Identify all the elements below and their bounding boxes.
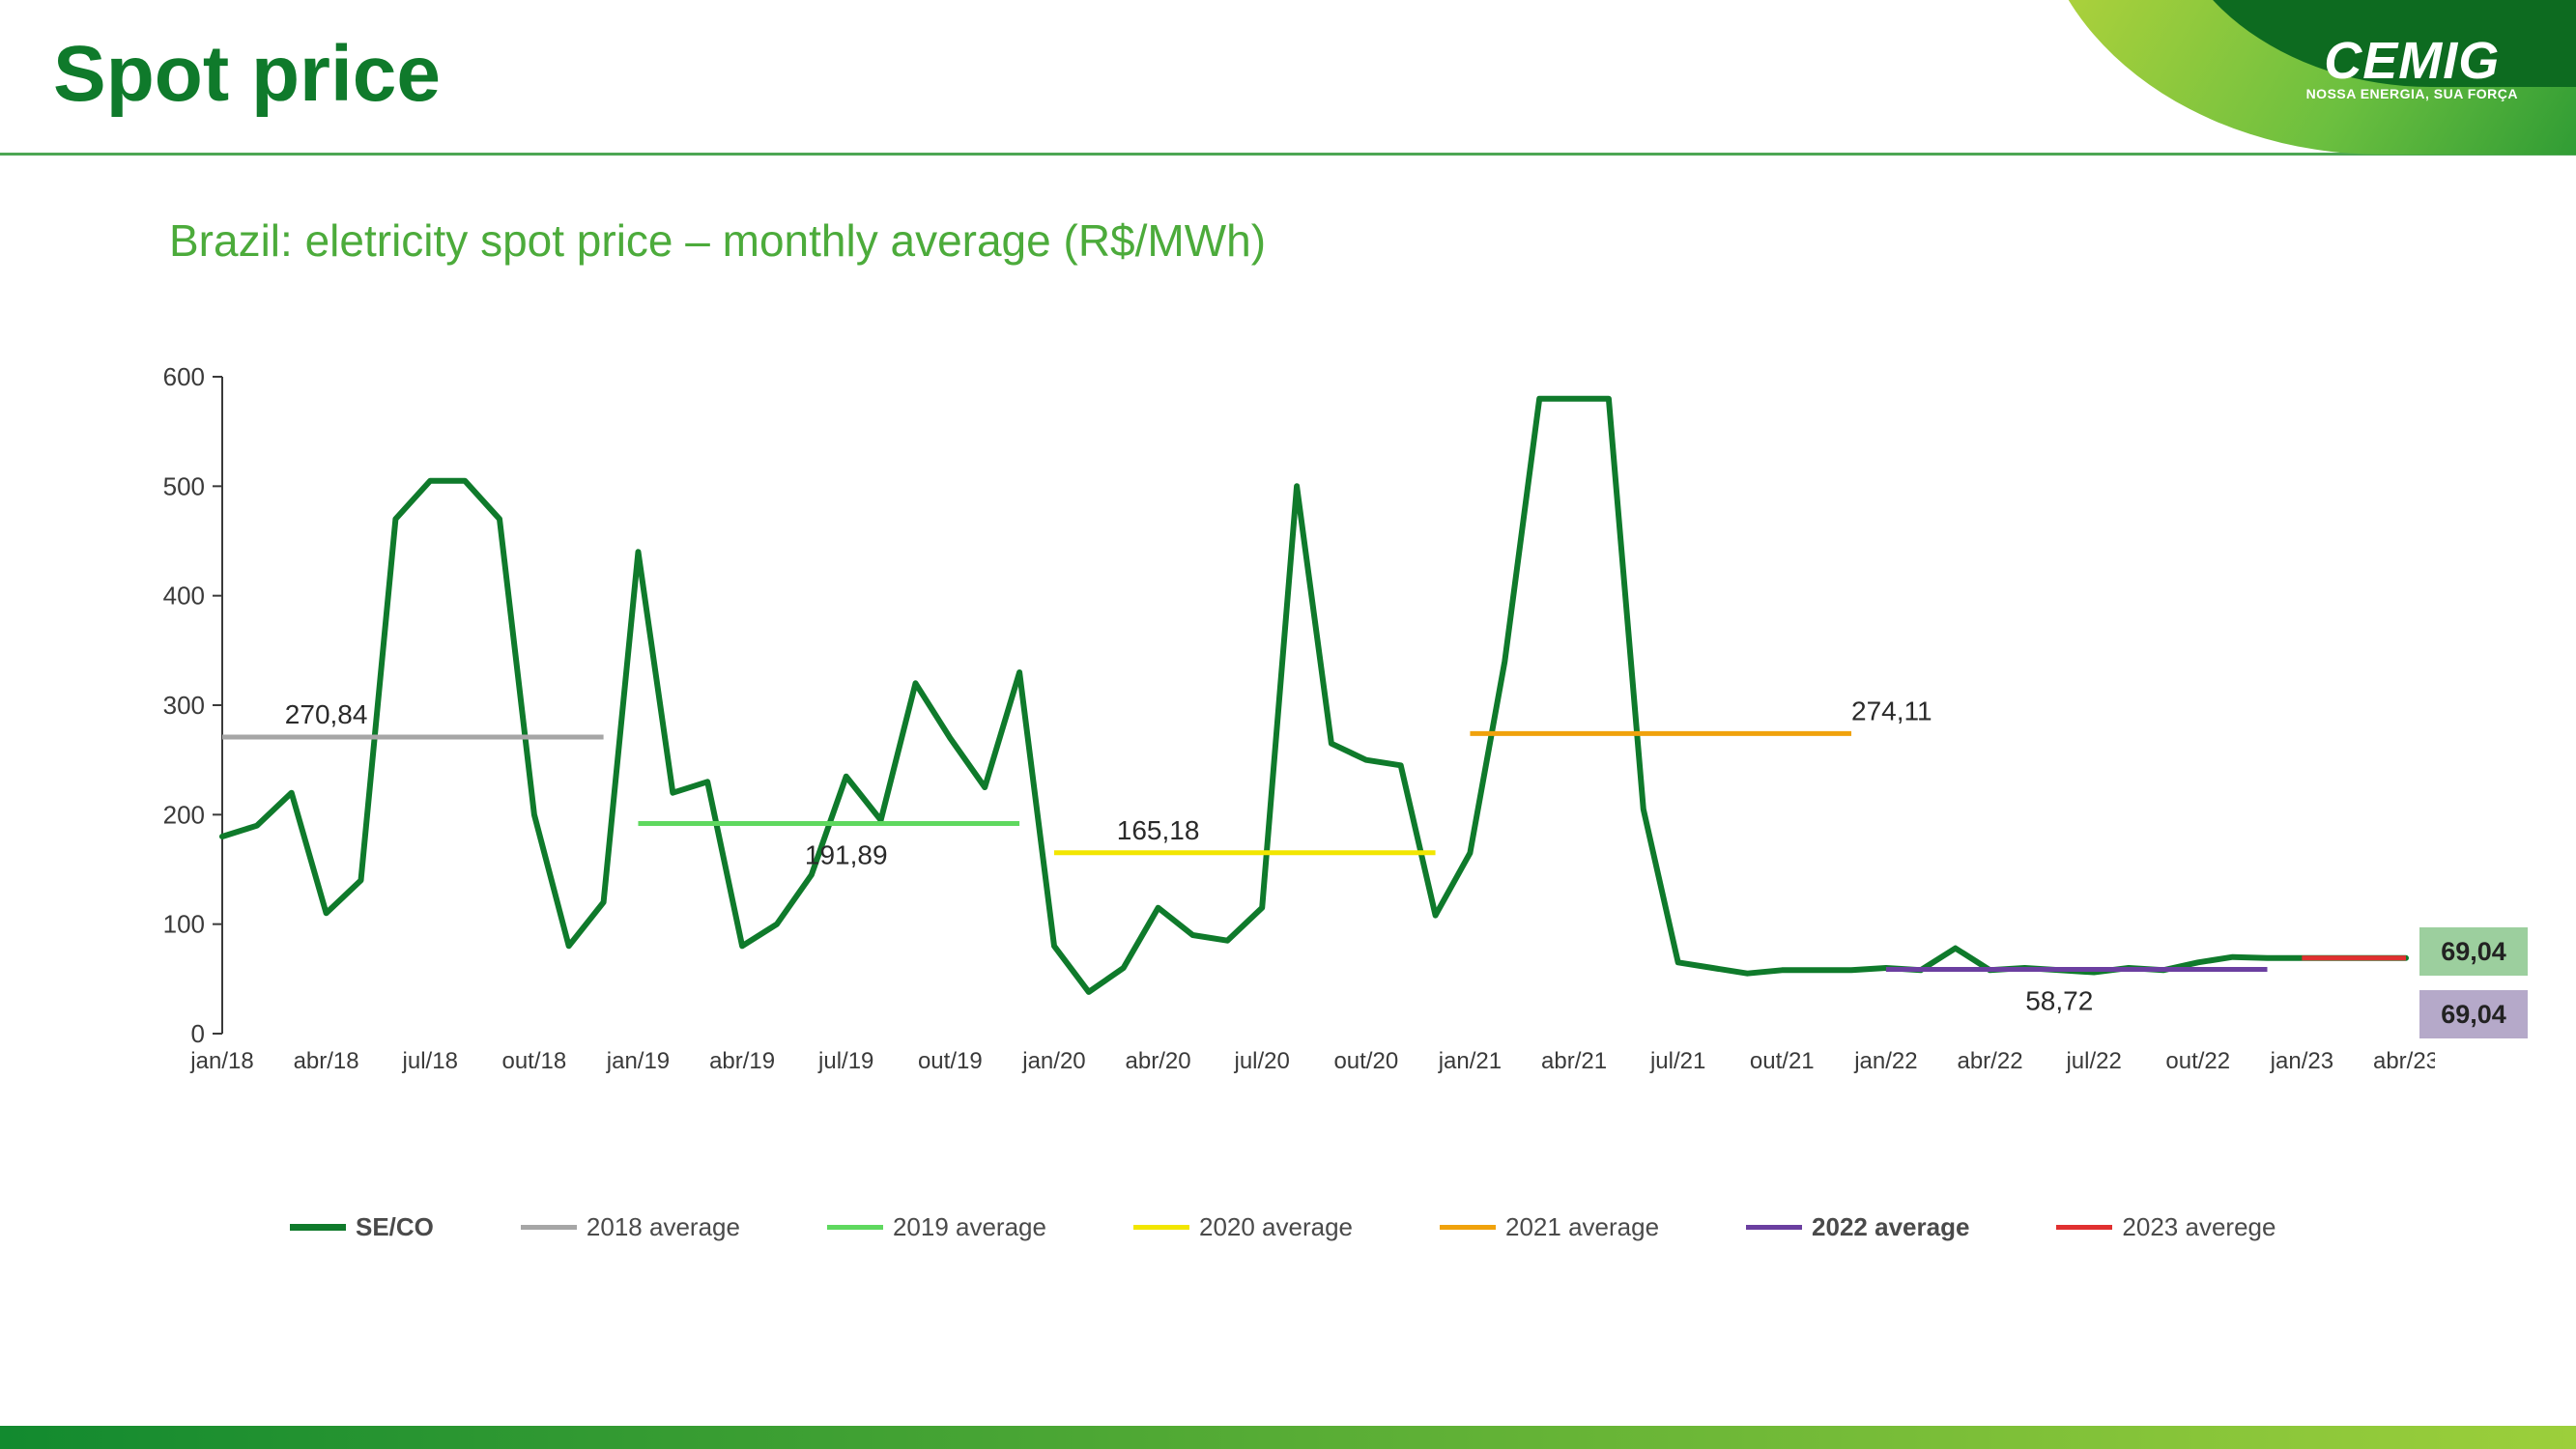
legend-label: 2021 average <box>1505 1212 1659 1242</box>
page-number: 60 <box>2036 14 2083 63</box>
legend-label: 2020 average <box>1199 1212 1353 1242</box>
legend-item: 2020 average <box>1133 1212 1353 1242</box>
svg-text:100: 100 <box>163 910 205 939</box>
chart-svg: 0 100 200 300 400 500 600 jan/18 abr/18 jul/18 out… <box>155 357 2435 1092</box>
legend-item: 2019 average <box>827 1212 1046 1242</box>
legend-label: SE/CO <box>356 1212 434 1242</box>
legend-swatch <box>827 1225 883 1230</box>
svg-text:jan/23: jan/23 <box>2270 1048 2333 1074</box>
legend-swatch <box>2056 1225 2112 1230</box>
svg-text:600: 600 <box>163 362 205 391</box>
chart-subtitle: Brazil: eletricity spot price – monthly … <box>169 214 1266 267</box>
legend-label: 2019 average <box>893 1212 1046 1242</box>
svg-text:out/18: out/18 <box>501 1048 566 1074</box>
svg-text:abr/19: abr/19 <box>709 1048 775 1074</box>
svg-text:400: 400 <box>163 582 205 611</box>
slide: 60 CEMIG NOSSA ENERGIA, SUA FORÇA Spot p… <box>0 0 2576 1449</box>
svg-text:191,89: 191,89 <box>805 840 888 870</box>
line-chart: 0 100 200 300 400 500 600 jan/18 abr/18 jul/18 out… <box>155 357 2435 1092</box>
legend-swatch <box>290 1224 346 1231</box>
svg-text:jan/20: jan/20 <box>1021 1048 1085 1074</box>
svg-text:out/19: out/19 <box>918 1048 983 1074</box>
legend-label: 2018 average <box>587 1212 740 1242</box>
svg-text:jul/18: jul/18 <box>402 1048 458 1074</box>
bottom-bar <box>0 1426 2576 1449</box>
logo-tagline: NOSSA ENERGIA, SUA FORÇA <box>2306 86 2518 101</box>
svg-text:out/20: out/20 <box>1333 1048 1398 1074</box>
svg-text:jan/21: jan/21 <box>1438 1048 1502 1074</box>
svg-text:jul/21: jul/21 <box>1649 1048 1705 1074</box>
svg-text:500: 500 <box>163 471 205 500</box>
legend-swatch <box>1133 1225 1189 1230</box>
svg-text:abr/22: abr/22 <box>1957 1048 2022 1074</box>
svg-text:0: 0 <box>191 1019 205 1048</box>
svg-text:300: 300 <box>163 691 205 720</box>
legend-label: 2022 average <box>1812 1212 1969 1242</box>
svg-text:abr/23: abr/23 <box>2373 1048 2435 1074</box>
cemig-logo: CEMIG NOSSA ENERGIA, SUA FORÇA <box>2306 37 2518 101</box>
svg-text:200: 200 <box>163 800 205 829</box>
legend-label: 2023 averege <box>2122 1212 2275 1242</box>
legend-swatch <box>1440 1225 1496 1230</box>
legend-item: 2023 averege <box>2056 1212 2275 1242</box>
legend-item: 2018 average <box>521 1212 740 1242</box>
svg-text:abr/20: abr/20 <box>1126 1048 1191 1074</box>
svg-text:jul/19: jul/19 <box>817 1048 873 1074</box>
legend-item: 2022 average <box>1746 1212 1969 1242</box>
page-title: Spot price <box>53 29 441 120</box>
svg-text:165,18: 165,18 <box>1117 815 1200 845</box>
title-underline <box>0 153 2576 156</box>
svg-text:out/21: out/21 <box>1750 1048 1815 1074</box>
svg-text:jan/18: jan/18 <box>189 1048 253 1074</box>
legend-item: 2021 average <box>1440 1212 1659 1242</box>
svg-text:abr/21: abr/21 <box>1541 1048 1607 1074</box>
svg-text:jul/22: jul/22 <box>2065 1048 2121 1074</box>
end-badge-purple: 69,04 <box>2419 990 2528 1038</box>
legend-swatch <box>1746 1225 1802 1230</box>
legend-item: SE/CO <box>290 1212 434 1242</box>
svg-text:jan/22: jan/22 <box>1853 1048 1917 1074</box>
svg-text:274,11: 274,11 <box>1851 696 1932 725</box>
svg-text:abr/18: abr/18 <box>294 1048 359 1074</box>
svg-text:out/22: out/22 <box>2165 1048 2230 1074</box>
logo-text: CEMIG <box>2306 37 2518 86</box>
svg-text:jan/19: jan/19 <box>606 1048 670 1074</box>
svg-text:270,84: 270,84 <box>285 699 368 729</box>
svg-text:58,72: 58,72 <box>2025 985 2093 1015</box>
legend: SE/CO 2018 average 2019 average 2020 averag… <box>290 1212 2416 1242</box>
svg-text:jul/20: jul/20 <box>1234 1048 1290 1074</box>
legend-swatch <box>521 1225 577 1230</box>
end-badge-green: 69,04 <box>2419 927 2528 976</box>
